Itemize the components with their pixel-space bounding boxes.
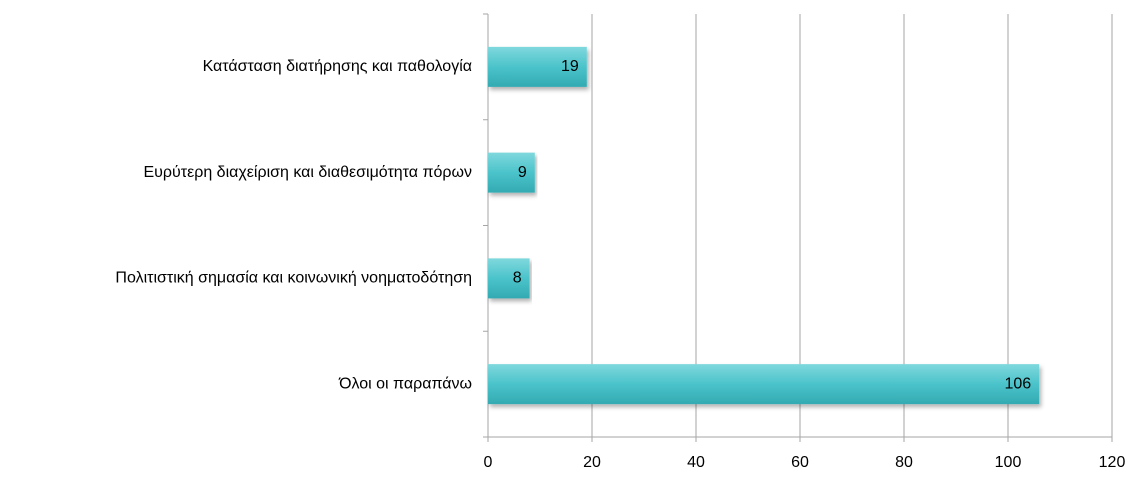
y-tick-label: Ευρύτερη διαχείριση και διαθεσιμότητα πό… (144, 164, 473, 181)
x-tick-label: 40 (687, 454, 705, 471)
bar (488, 46, 587, 87)
bar (488, 258, 530, 299)
y-tick-label: Όλοι οι παραπάνω (338, 375, 472, 392)
data-label: 106 (1004, 375, 1031, 392)
bar (488, 152, 535, 193)
data-label: 19 (561, 58, 579, 75)
x-tick-label: 60 (791, 454, 809, 471)
y-tick-label: Πολιτιστική σημασία και κοινωνική νοηματ… (115, 270, 472, 287)
x-tick-label: 0 (484, 454, 493, 471)
data-label: 8 (513, 270, 522, 287)
x-tick-label: 80 (895, 454, 913, 471)
data-label: 9 (518, 164, 527, 181)
bar (488, 364, 1040, 405)
x-tick-label: 100 (995, 454, 1022, 471)
y-tick-label: Κατάσταση διατήρησης και παθολογία (203, 58, 472, 75)
x-tick-label: 120 (1099, 454, 1126, 471)
x-tick-label: 20 (583, 454, 601, 471)
